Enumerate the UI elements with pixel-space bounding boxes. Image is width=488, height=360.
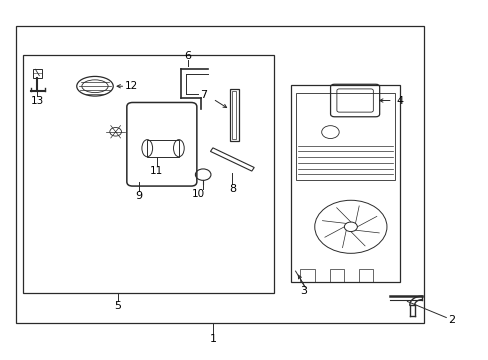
Text: 7: 7 xyxy=(199,90,206,100)
Text: 8: 8 xyxy=(228,184,235,194)
Text: 12: 12 xyxy=(125,81,138,91)
Bar xyxy=(33,69,41,78)
Text: 13: 13 xyxy=(31,96,44,107)
Text: 3: 3 xyxy=(300,286,306,296)
Text: 4: 4 xyxy=(396,95,403,105)
Bar xyxy=(229,89,238,141)
Text: 5: 5 xyxy=(114,301,122,311)
Text: 2: 2 xyxy=(447,315,455,325)
Bar xyxy=(300,269,314,282)
Bar xyxy=(358,269,372,282)
Bar xyxy=(147,140,179,157)
Bar xyxy=(329,269,344,282)
Text: 1: 1 xyxy=(209,334,216,344)
Bar xyxy=(290,85,399,282)
Bar xyxy=(295,93,394,180)
Bar xyxy=(16,26,424,323)
Text: 9: 9 xyxy=(135,191,142,201)
Bar xyxy=(23,55,273,293)
Text: 10: 10 xyxy=(191,189,204,199)
Bar xyxy=(232,91,236,139)
Text: 11: 11 xyxy=(150,166,163,176)
Text: 6: 6 xyxy=(184,51,191,61)
